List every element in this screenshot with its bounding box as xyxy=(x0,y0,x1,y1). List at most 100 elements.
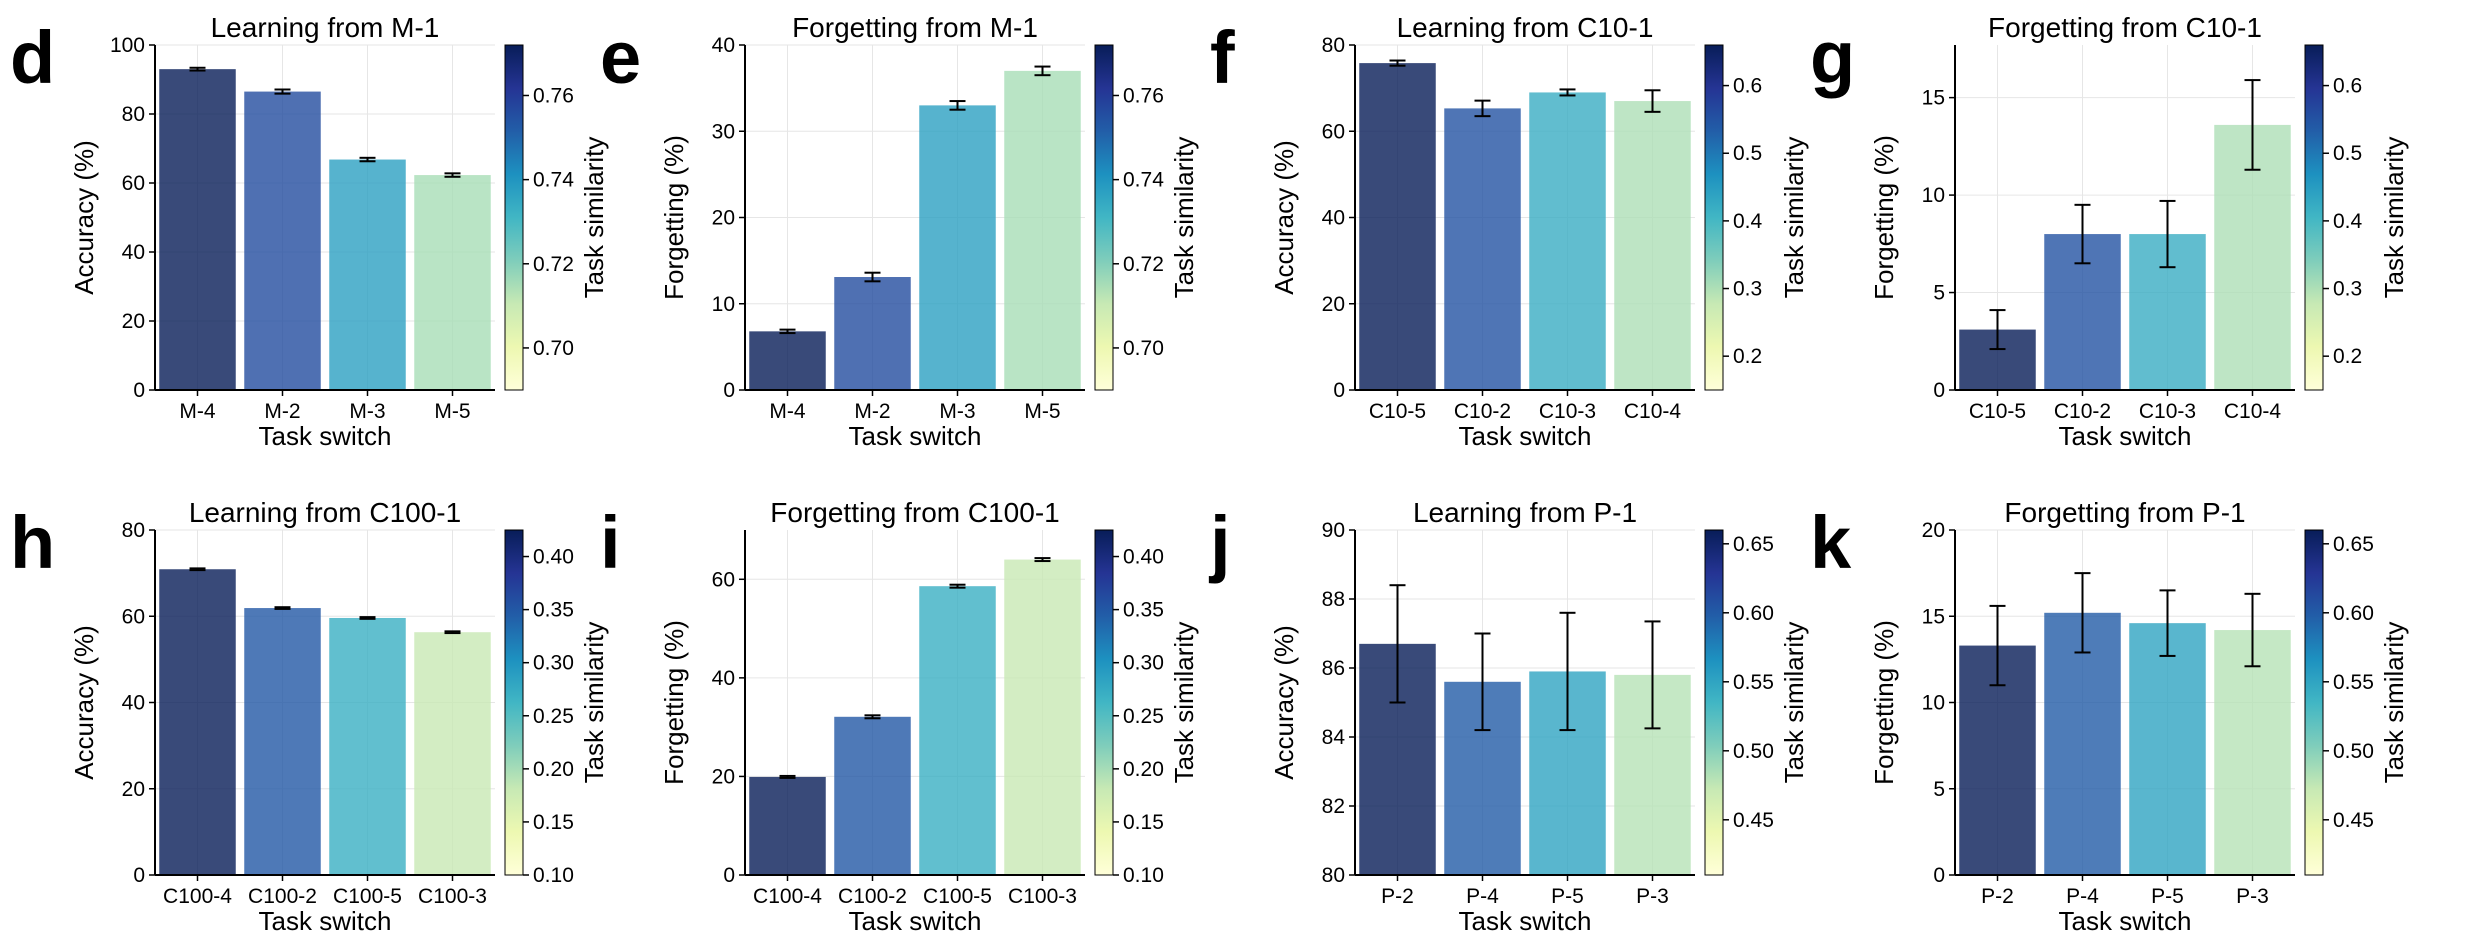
colorbar-label: Task similarity xyxy=(579,137,609,299)
colorbar-tick-label: 0.45 xyxy=(2333,809,2374,832)
colorbar xyxy=(1094,529,1114,876)
x-tick-label: C100-2 xyxy=(838,885,907,908)
colorbar-label: Task similarity xyxy=(2379,622,2409,784)
bar-M-5 xyxy=(1004,70,1081,390)
panel-letter: e xyxy=(600,16,641,99)
colorbar-tick-label: 0.4 xyxy=(1733,210,1763,233)
colorbar-tick-label: 0.40 xyxy=(533,546,574,569)
colorbar-tick-label: 0.3 xyxy=(2333,278,2362,301)
x-axis-label: Task switch xyxy=(849,906,982,934)
y-tick-label: 0 xyxy=(1933,864,1945,887)
x-tick-label: M-4 xyxy=(769,400,805,423)
chart-title: Learning from C10-1 xyxy=(1397,12,1654,43)
x-tick-label: C10-3 xyxy=(2139,400,2196,423)
x-tick-label: C10-2 xyxy=(2054,400,2111,423)
colorbar-tick-label: 0.74 xyxy=(533,169,574,192)
colorbar-tick-label: 0.72 xyxy=(1123,253,1164,276)
y-tick-label: 82 xyxy=(1322,795,1345,818)
colorbar-tick-label: 0.4 xyxy=(2333,210,2363,233)
colorbar-tick-label: 0.3 xyxy=(1733,278,1762,301)
y-tick-label: 5 xyxy=(1933,282,1945,305)
y-axis-label: Forgetting (%) xyxy=(1869,135,1899,300)
bar-C10-2 xyxy=(1444,108,1521,391)
colorbar-tick-label: 0.25 xyxy=(1123,705,1164,728)
panel-letter: j xyxy=(1208,501,1231,584)
colorbar-tick-label: 0.30 xyxy=(533,652,574,675)
panel-g: g Forgetting from C10-1 C10-5 C10-2 C10-3 C10… xyxy=(1810,12,2409,451)
bar-C100-5 xyxy=(919,586,996,875)
error-bar xyxy=(1644,89,1661,113)
y-tick-label: 84 xyxy=(1322,726,1346,749)
colorbar xyxy=(1704,44,1724,391)
colorbar-tick-label: 0.30 xyxy=(1123,652,1164,675)
chart-title: Forgetting from M-1 xyxy=(792,12,1038,43)
x-tick-label: M-5 xyxy=(1024,400,1060,423)
colorbar-tick-label: 0.50 xyxy=(2333,740,2374,763)
y-axis-label: Forgetting (%) xyxy=(659,135,689,300)
colorbar-tick-label: 0.10 xyxy=(1123,864,1164,887)
x-tick-label: C10-5 xyxy=(1969,400,2026,423)
error-bar xyxy=(949,100,966,111)
error-bar xyxy=(359,616,376,620)
error-bar xyxy=(779,328,796,335)
bar-C100-5 xyxy=(329,617,406,875)
colorbar xyxy=(1094,44,1114,391)
bar-C100-3 xyxy=(1004,559,1081,875)
colorbar-tick-label: 0.65 xyxy=(2333,533,2374,556)
bar-C10-4 xyxy=(1614,101,1691,390)
x-tick-label: C100-4 xyxy=(753,885,822,908)
y-tick-label: 20 xyxy=(122,310,145,333)
x-tick-label: P-2 xyxy=(1381,885,1414,908)
x-axis-label: Task switch xyxy=(259,906,392,934)
y-tick-label: 100 xyxy=(110,34,145,57)
x-tick-label: P-4 xyxy=(2066,885,2099,908)
chart-title: Learning from M-1 xyxy=(211,12,440,43)
colorbar-tick-label: 0.55 xyxy=(2333,671,2374,694)
x-axis-label: Task switch xyxy=(849,421,982,451)
x-tick-label: P-4 xyxy=(1466,885,1499,908)
panel-e: e Forgetting from M-1 M-4 M-2 M-3 M-5 0 10 20 30 4… xyxy=(600,12,1199,451)
colorbar-tick-label: 0.70 xyxy=(1123,337,1164,360)
panel-k: k Forgetting from P-1 P-2 P-4 P-5 P-3 0 5 10 15 20… xyxy=(1810,497,2409,934)
colorbar-label: Task similarity xyxy=(1169,137,1199,299)
bar-M-2 xyxy=(834,277,911,390)
colorbar-tick-label: 0.20 xyxy=(533,758,574,781)
bar-P-5 xyxy=(2129,623,2206,875)
y-tick-label: 80 xyxy=(122,519,145,542)
bar-M-3 xyxy=(329,159,406,390)
colorbar-tick-label: 0.25 xyxy=(533,705,574,728)
bar-M-4 xyxy=(159,69,236,391)
colorbar-tick-label: 0.5 xyxy=(1733,142,1762,165)
x-tick-label: M-5 xyxy=(434,400,470,423)
y-tick-label: 86 xyxy=(1322,657,1345,680)
x-axis-label: Task switch xyxy=(2059,421,2192,451)
error-bar xyxy=(274,88,291,95)
chart-title: Forgetting from C10-1 xyxy=(1988,12,2262,43)
error-bar xyxy=(1474,632,1491,732)
y-tick-label: 0 xyxy=(723,864,735,887)
error-bar xyxy=(1559,88,1576,97)
error-bar xyxy=(444,172,461,178)
chart-title: Learning from P-1 xyxy=(1413,497,1637,528)
colorbar-tick-label: 0.60 xyxy=(2333,602,2374,625)
chart-title: Forgetting from P-1 xyxy=(2004,497,2245,528)
error-bar xyxy=(2159,589,2176,657)
colorbar-tick-label: 0.40 xyxy=(1123,546,1164,569)
colorbar-tick-label: 0.55 xyxy=(1733,671,1774,694)
x-axis-label: Task switch xyxy=(259,421,392,451)
panel-letter: k xyxy=(1810,501,1852,584)
error-bar xyxy=(2074,203,2091,265)
panel-letter: i xyxy=(600,501,621,584)
x-tick-label: C10-3 xyxy=(1539,400,1596,423)
y-axis-label: Forgetting (%) xyxy=(659,620,689,785)
y-tick-label: 20 xyxy=(1922,519,1945,542)
x-tick-label: M-2 xyxy=(854,400,890,423)
y-tick-label: 80 xyxy=(122,103,145,126)
y-tick-label: 30 xyxy=(712,120,735,143)
bar-M-3 xyxy=(919,105,996,390)
error-bar xyxy=(2159,199,2176,269)
colorbar xyxy=(2304,529,2324,876)
error-bar xyxy=(1389,59,1406,67)
error-bar xyxy=(2074,572,2091,654)
y-axis-label: Accuracy (%) xyxy=(1269,140,1299,295)
